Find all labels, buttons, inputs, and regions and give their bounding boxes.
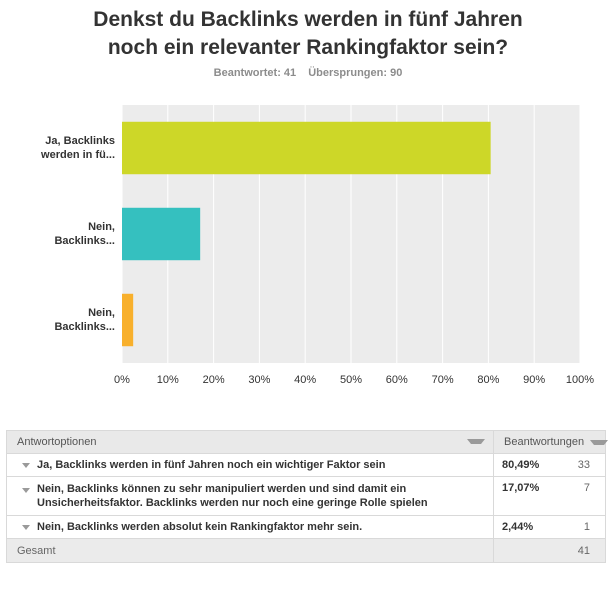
y-category-label: Ja, Backlinks [45,135,115,147]
y-category-label: Backlinks... [54,321,115,333]
sort-caret-icon[interactable] [467,439,485,444]
bar [122,121,491,175]
options-column-label: Antwortoptionen [17,436,97,448]
x-tick-label: 50% [340,374,362,386]
table-row: Ja, Backlinks werden in fünf Jahren noch… [7,453,605,476]
sort-caret-icon[interactable] [590,439,609,445]
bar [122,293,134,347]
answer-count: 7 [583,482,590,494]
answer-option-line: Ja, Backlinks werden in fünf Jahren noch… [37,459,386,471]
x-tick-label: 10% [157,374,179,386]
y-category-label: Backlinks... [54,235,115,247]
responses-column-label: Beantwortungen [504,436,585,448]
answer-option-text: Ja, Backlinks werden in fünf Jahren noch… [7,458,385,472]
chart-title-line-2: noch ein relevanter Rankingfaktor sein? [107,36,509,59]
x-tick-label: 70% [432,374,454,386]
answer-option-line: Nein, Backlinks werden absolut kein Rank… [37,521,363,533]
total-count: 41 [577,544,590,557]
answer-percent: 17,07% [502,482,540,494]
answer-option-text: Nein, Backlinks können zu sehr manipulie… [7,482,428,510]
answer-count: 1 [583,521,590,533]
table-row: Nein, Backlinks können zu sehr manipulie… [7,476,605,515]
x-tick-label: 80% [477,374,499,386]
answer-option-line: Unsicherheitsfaktor. Backlinks werden nu… [37,497,428,509]
options-column-header[interactable]: Antwortoptionen [7,431,493,453]
expand-caret-icon[interactable] [22,488,30,493]
response-stats: Beantwortet: 41 Übersprungen: 90 [0,67,616,79]
skipped-count: Übersprungen: 90 [308,67,403,79]
total-label: Gesamt [17,544,56,557]
bar [122,207,201,261]
answer-percent: 2,44% [502,521,534,533]
x-tick-label: 100% [566,374,594,386]
x-tick-label: 30% [248,374,270,386]
y-category-label: Nein, [88,221,115,233]
x-tick-label: 90% [523,374,545,386]
chart-title-line-1: Denkst du Backlinks werden in fünf Jahre… [93,8,523,31]
table-footer-row: Gesamt 41 [7,538,605,562]
bar-chart: 0% 10% 20% 30% 40% 50% 60% 70% 80% 90% 100% Ja, Bac… [40,105,594,386]
answered-count: Beantwortet: 41 [213,67,297,79]
responses-column-header[interactable]: Beantwortungen [494,431,609,453]
x-tick-label: 20% [203,374,225,386]
x-tick-label: 40% [294,374,316,386]
table-row: Nein, Backlinks werden absolut kein Rank… [7,515,605,538]
chart-title: Denkst du Backlinks werden in fünf Jahre… [0,6,616,62]
answer-option-line: Nein, Backlinks können zu sehr manipulie… [37,483,407,495]
y-category-label: werden in fü... [40,149,115,161]
expand-caret-icon[interactable] [22,524,30,530]
table-header-row: Antwortoptionen Beantwortungen [7,431,609,453]
y-category-label: Nein, [88,307,115,319]
expand-caret-icon[interactable] [22,462,30,468]
answer-percent: 80,49% [502,459,540,471]
answer-option-text: Nein, Backlinks werden absolut kein Rank… [7,520,362,534]
x-tick-label: 0% [114,374,130,386]
responses-table: Antwortoptionen Beantwortungen Ja, Backl… [6,430,609,563]
x-tick-label: 60% [386,374,408,386]
answer-count: 33 [577,459,590,471]
